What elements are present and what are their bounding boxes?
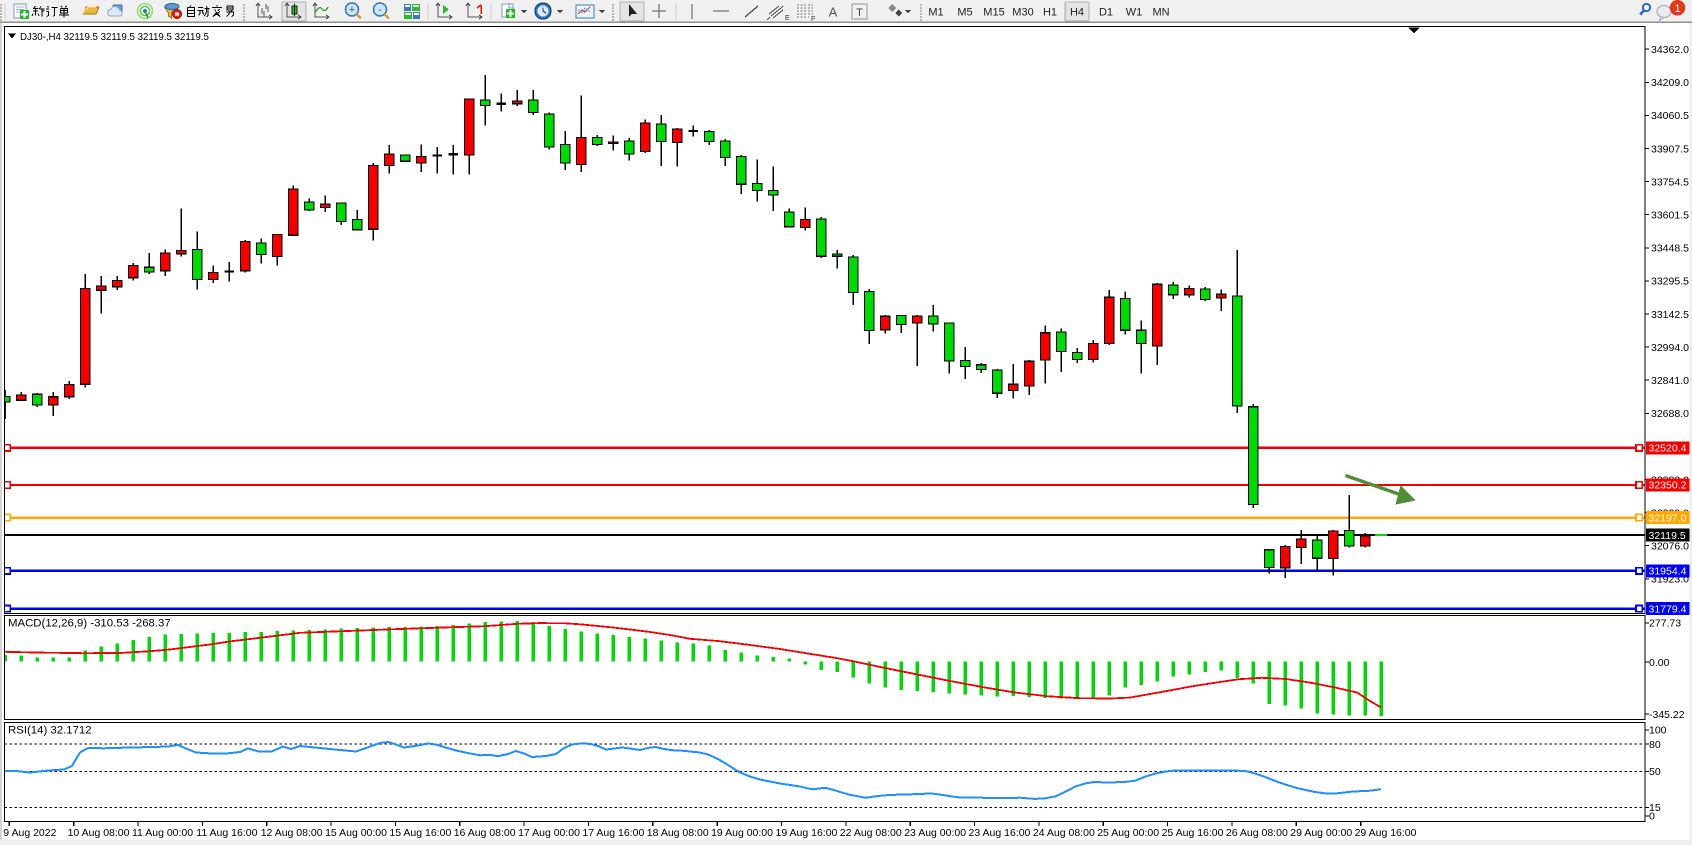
svg-text:MACD(12,26,9) -310.53 -268.37: MACD(12,26,9) -310.53 -268.37 <box>8 618 171 630</box>
svg-text:33754.5: 33754.5 <box>1651 176 1689 188</box>
svg-text:D1: D1 <box>1099 7 1113 19</box>
svg-text:100: 100 <box>1649 725 1667 737</box>
svg-text:33448.5: 33448.5 <box>1651 243 1689 255</box>
svg-text:34362.0: 34362.0 <box>1651 44 1689 56</box>
svg-text:11 Aug 16:00: 11 Aug 16:00 <box>196 827 257 839</box>
svg-text:23 Aug 00:00: 23 Aug 00:00 <box>904 827 966 839</box>
svg-text:F: F <box>811 16 815 23</box>
svg-text:22 Aug 08:00: 22 Aug 08:00 <box>840 827 902 839</box>
svg-text:M15: M15 <box>983 7 1004 19</box>
svg-text:23 Aug 16:00: 23 Aug 16:00 <box>969 827 1031 839</box>
svg-text:W1: W1 <box>1126 7 1143 19</box>
svg-text:32688.0: 32688.0 <box>1651 408 1689 420</box>
svg-text:11 Aug 00:00: 11 Aug 00:00 <box>132 827 193 839</box>
svg-text:M30: M30 <box>1012 7 1033 19</box>
svg-text:32520.4: 32520.4 <box>1649 443 1687 455</box>
svg-text:15: 15 <box>1649 802 1661 814</box>
svg-text:34209.0: 34209.0 <box>1651 77 1689 89</box>
svg-text:17 Aug 00:00: 17 Aug 00:00 <box>518 827 580 839</box>
svg-text:12 Aug 08:00: 12 Aug 08:00 <box>261 827 323 839</box>
svg-text:32197.0: 32197.0 <box>1649 512 1687 524</box>
svg-text:32841.0: 32841.0 <box>1651 375 1689 387</box>
svg-text:0.00: 0.00 <box>1649 657 1670 669</box>
svg-text:29 Aug 16:00: 29 Aug 16:00 <box>1355 827 1417 839</box>
svg-text:MN: MN <box>1152 7 1169 19</box>
svg-text:25 Aug 00:00: 25 Aug 00:00 <box>1097 827 1159 839</box>
svg-text:+: + <box>349 4 355 16</box>
svg-text:RSI(14) 32.1712: RSI(14) 32.1712 <box>8 725 92 737</box>
svg-text:16 Aug 08:00: 16 Aug 08:00 <box>454 827 516 839</box>
svg-text:0: 0 <box>1649 811 1655 823</box>
svg-text:19 Aug 16:00: 19 Aug 16:00 <box>776 827 838 839</box>
svg-text:33601.5: 33601.5 <box>1651 210 1689 222</box>
svg-text:32119.5: 32119.5 <box>1649 530 1686 542</box>
svg-text:-345.22: -345.22 <box>1649 709 1685 721</box>
svg-text:33295.5: 33295.5 <box>1651 276 1689 288</box>
svg-text:1: 1 <box>1674 3 1680 15</box>
svg-text:15 Aug 00:00: 15 Aug 00:00 <box>325 827 387 839</box>
svg-text:18 Aug 08:00: 18 Aug 08:00 <box>647 827 709 839</box>
svg-text:277.73: 277.73 <box>1649 618 1681 630</box>
svg-text:26 Aug 08:00: 26 Aug 08:00 <box>1226 827 1288 839</box>
svg-text:32994.0: 32994.0 <box>1651 342 1689 354</box>
svg-text:15 Aug 16:00: 15 Aug 16:00 <box>389 827 451 839</box>
svg-text:24 Aug 08:00: 24 Aug 08:00 <box>1033 827 1095 839</box>
svg-text:9 Aug 2022: 9 Aug 2022 <box>3 827 56 839</box>
svg-text:M5: M5 <box>957 7 972 19</box>
svg-text:29 Aug 00:00: 29 Aug 00:00 <box>1290 827 1352 839</box>
svg-text:H1: H1 <box>1043 7 1057 19</box>
svg-text:19 Aug 00:00: 19 Aug 00:00 <box>711 827 773 839</box>
svg-text:E: E <box>785 15 790 22</box>
svg-text:-: - <box>378 4 382 16</box>
svg-text:10 Aug 08:00: 10 Aug 08:00 <box>68 827 130 839</box>
svg-text:T: T <box>856 7 863 19</box>
svg-text:31779.4: 31779.4 <box>1649 604 1687 616</box>
svg-text:25 Aug 16:00: 25 Aug 16:00 <box>1162 827 1224 839</box>
svg-text:32076.0: 32076.0 <box>1651 541 1689 553</box>
svg-text:33142.5: 33142.5 <box>1651 309 1689 321</box>
svg-text:DJ30-,H4 32119.5 32119.5 3211: DJ30-,H4 32119.5 32119.5 32119.5 32119.5 <box>20 32 209 43</box>
svg-text:31954.4: 31954.4 <box>1649 566 1687 578</box>
svg-text:H4: H4 <box>1070 7 1084 19</box>
svg-text:M1: M1 <box>928 7 943 19</box>
svg-text:A: A <box>829 5 838 20</box>
svg-text:32350.2: 32350.2 <box>1649 480 1687 492</box>
svg-text:33907.5: 33907.5 <box>1651 143 1689 155</box>
svg-text:17 Aug 16:00: 17 Aug 16:00 <box>582 827 644 839</box>
svg-text:34060.5: 34060.5 <box>1651 110 1689 122</box>
svg-text:80: 80 <box>1649 739 1661 751</box>
svg-text:50: 50 <box>1649 766 1661 778</box>
